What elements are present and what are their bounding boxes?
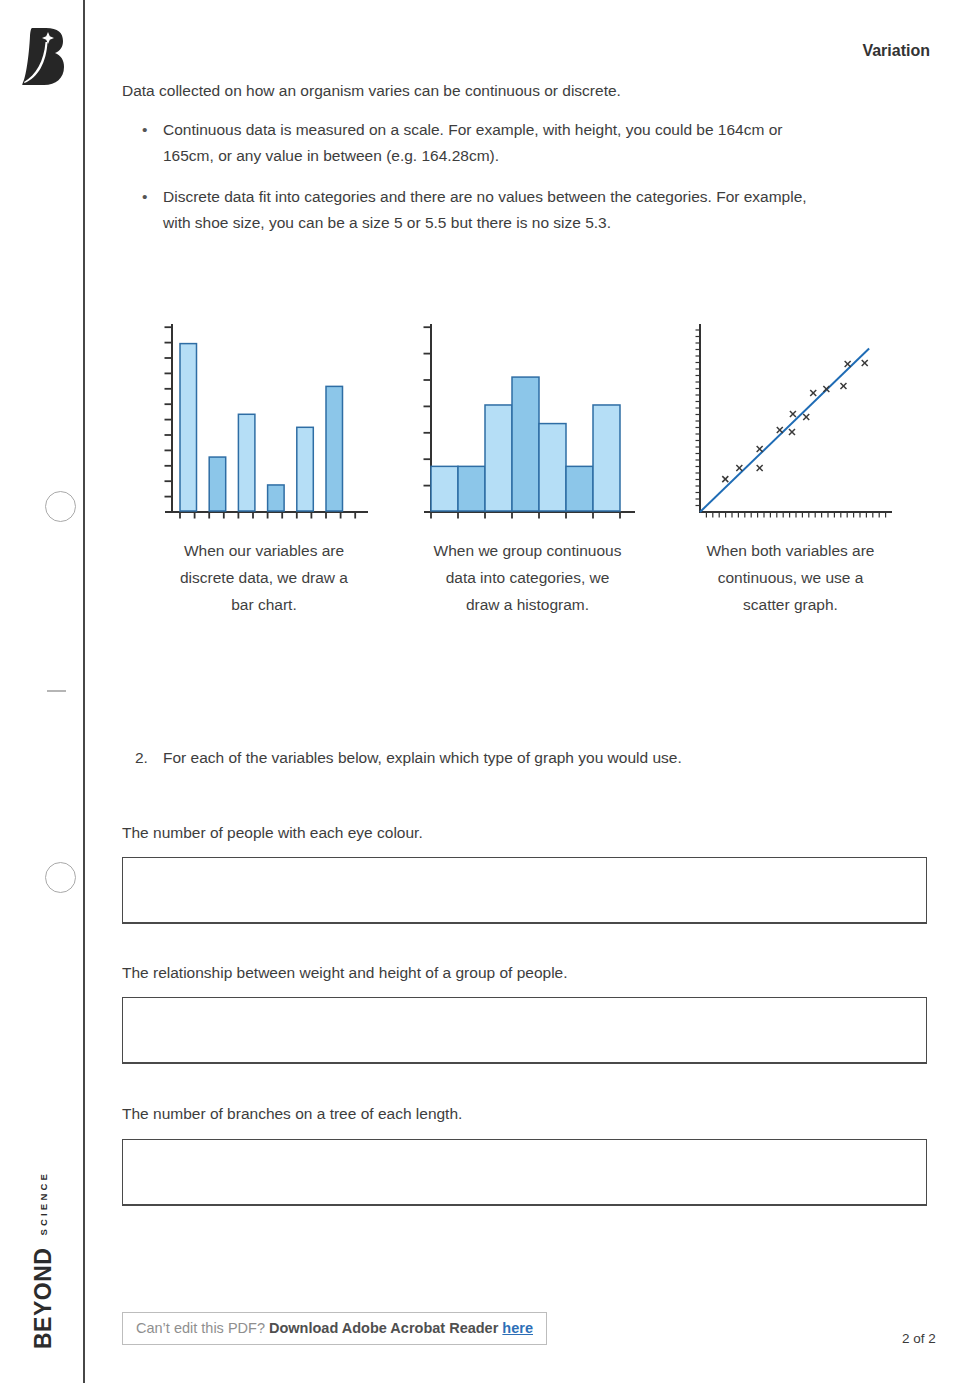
caption-line: bar chart. (140, 591, 388, 618)
here-link[interactable]: here (502, 1320, 533, 1336)
notice-prefix: Can’t edit this PDF? (136, 1320, 269, 1336)
brand-subtitle: SCIENCE (38, 1171, 49, 1236)
hole-punch-mark (45, 491, 76, 522)
page-title: Variation (122, 42, 930, 60)
brand-name: BEYOND (30, 1248, 57, 1349)
scatter-graph-caption: When both variables are continuous, we u… (688, 537, 893, 618)
answer-prompt-weight-height: The relationship between weight and heig… (122, 964, 568, 982)
answer-box-branches[interactable] (122, 1139, 927, 1206)
pdf-edit-notice: Can’t edit this PDF? Download Adobe Acro… (122, 1312, 547, 1345)
hole-punch-mark (45, 862, 76, 893)
bar-chart-figure (150, 321, 370, 521)
scatter-graph-panel: When both variables are continuous, we u… (688, 321, 893, 618)
bullet-marker: • (142, 184, 163, 236)
answer-prompt-eye-colour: The number of people with each eye colou… (122, 824, 423, 842)
caption-line: When we group continuous (405, 537, 650, 564)
bullet-item-continuous: • Continuous data is measured on a scale… (142, 117, 932, 169)
scatter-graph-figure (688, 321, 898, 521)
answer-prompt-branches: The number of branches on a tree of each… (122, 1105, 462, 1123)
bullet-item-discrete: • Discrete data fit into categories and … (142, 184, 932, 236)
bullet-text-line: Continuous data is measured on a scale. … (163, 117, 783, 143)
binding-mark (47, 690, 66, 692)
margin-rule (83, 0, 85, 1383)
caption-line: When both variables are (688, 537, 893, 564)
bullet-text-line: Discrete data fit into categories and th… (163, 184, 807, 210)
brand-vertical-text: BEYOND SCIENCE (30, 1171, 57, 1349)
bullet-text-line: 165cm, or any value in between (e.g. 164… (163, 143, 783, 169)
answer-box-weight-height[interactable] (122, 997, 927, 1064)
bullet-text-line: with shoe size, you can be a size 5 or 5… (163, 210, 807, 236)
caption-line: When our variables are (140, 537, 388, 564)
histogram-panel: When we group continuous data into categ… (405, 321, 650, 618)
question-text: For each of the variables below, explain… (163, 749, 682, 767)
question-number: 2. (135, 749, 163, 767)
bar-chart-caption: When our variables are discrete data, we… (140, 537, 388, 618)
page-indicator: 2 of 2 (902, 1331, 936, 1346)
beyond-logo-icon (22, 28, 64, 86)
caption-line: data into categories, we (405, 564, 650, 591)
bullet-marker: • (142, 117, 163, 169)
question-2: 2. For each of the variables below, expl… (135, 749, 682, 767)
worksheet-page: BEYOND SCIENCE Variation Data collected … (0, 0, 978, 1383)
caption-line: scatter graph. (688, 591, 893, 618)
caption-line: continuous, we use a (688, 564, 893, 591)
histogram-figure (417, 321, 637, 521)
bullet-list: • Continuous data is measured on a scale… (142, 117, 932, 251)
answer-box-eye-colour[interactable] (122, 857, 927, 924)
intro-text: Data collected on how an organism varies… (122, 82, 621, 100)
notice-bold: Download Adobe Acrobat Reader (269, 1320, 502, 1336)
caption-line: discrete data, we draw a (140, 564, 388, 591)
caption-line: draw a histogram. (405, 591, 650, 618)
histogram-caption: When we group continuous data into categ… (405, 537, 650, 618)
bar-chart-panel: When our variables are discrete data, we… (140, 321, 388, 618)
